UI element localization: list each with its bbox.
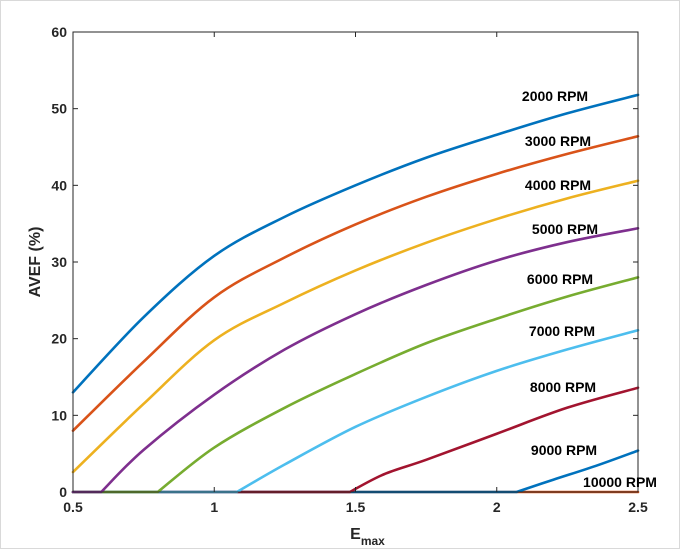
series-curves (71, 93, 640, 494)
x-axis-title-main: E (350, 526, 361, 543)
series-line-7000-rpm (71, 328, 640, 494)
curve-label-5000-rpm: 5000 RPM (532, 221, 598, 237)
x-axis-title-subscript: max (361, 534, 385, 548)
x-axis-title: Emax (350, 526, 385, 548)
curve-labels: 2000 RPM 3000 RPM 4000 RPM 5000 RPM 6000 RPM… (522, 88, 657, 490)
x-tick-label: 2 (493, 499, 501, 515)
series-line-2000-rpm (71, 93, 640, 394)
curve-label-9000-rpm: 9000 RPM (531, 442, 597, 458)
x-tick-label: 2.5 (628, 499, 648, 515)
axes (72, 31, 639, 493)
x-tick-label: 1.5 (346, 499, 366, 515)
y-tick-label: 30 (51, 254, 67, 270)
curve-label-10000-rpm: 10000 RPM (583, 474, 657, 490)
series-line-4000-rpm (71, 179, 640, 474)
curve-label-8000-rpm: 8000 RPM (530, 379, 596, 395)
series-line-5000-rpm (71, 226, 640, 494)
y-tick-label: 60 (51, 24, 67, 40)
curve-label-3000-rpm: 3000 RPM (525, 133, 591, 149)
x-tick-label: 0.5 (63, 499, 83, 515)
x-tick-label: 1 (210, 499, 218, 515)
series-line-3000-rpm (71, 134, 640, 432)
y-axis-title: AVEF (%) (27, 227, 44, 298)
y-tick-label: 50 (51, 101, 67, 117)
series-line-8000-rpm (71, 386, 640, 494)
y-tick-label: 40 (51, 177, 67, 193)
curve-label-4000-rpm: 4000 RPM (525, 177, 591, 193)
series-line-6000-rpm (71, 276, 640, 494)
y-tick-label: 20 (51, 331, 67, 347)
y-tick-label: 0 (59, 484, 67, 500)
curve-label-2000-rpm: 2000 RPM (522, 88, 588, 104)
tick-labels: 0.5 1 1.5 2 2.5 0 10 20 30 40 50 60 (51, 24, 648, 515)
curve-label-7000-rpm: 7000 RPM (529, 323, 595, 339)
curve-label-6000-rpm: 6000 RPM (527, 271, 593, 287)
y-tick-label: 10 (51, 407, 67, 423)
series-line-9000-rpm (71, 449, 640, 494)
